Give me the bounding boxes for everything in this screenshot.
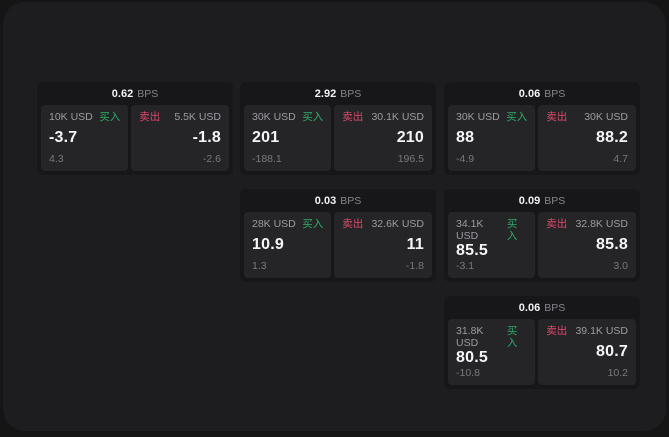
sell-quote-panel[interactable]: 卖出 39.1K USD 80.7 10.2 [538,319,636,385]
buy-sub-value: 1.3 [252,260,267,272]
bps-unit-label: BPS [544,87,566,100]
buy-quote-panel[interactable]: 31.8K USD 买入 80.5 -10.8 [448,319,536,385]
buy-price-value: 80.5 [456,349,488,366]
bps-header: 0.62 BPS [37,82,233,105]
sell-label: 卖出 [139,111,161,123]
buy-quote-panel[interactable]: 10K USD 买入 -3.7 4.3 [41,105,129,171]
bps-header: 0.06 BPS [444,82,640,105]
bps-value: 0.03 [314,194,337,207]
sell-notional-size: 39.1K USD [575,325,628,337]
buy-sub-value: -10.8 [456,367,480,379]
buy-label: 买入 [302,218,324,230]
sell-sub-value: 196.5 [397,153,424,165]
buy-label: 买入 [302,111,324,123]
sell-label: 卖出 [546,111,568,123]
buy-quote-panel[interactable]: 34.1K USD 买入 85.5 -3.1 [448,212,536,278]
sell-quote-panel[interactable]: 卖出 32.8K USD 85.8 3.0 [538,212,636,278]
buy-label: 买入 [506,218,518,242]
bps-unit-label: BPS [137,87,159,100]
sell-quote-panel[interactable]: 卖出 30.1K USD 210 196.5 [334,105,432,171]
sell-sub-value: -1.8 [405,260,424,272]
bps-header: 0.09 BPS [444,189,640,212]
buy-label: 买入 [506,325,518,349]
buy-sub-value: 4.3 [49,153,64,165]
buy-price-value: 88 [456,129,475,146]
quote-card: 0.06 BPS 31.8K USD 买入 80.5 -10.8 卖出 39.1… [444,296,640,389]
quote-card: 0.03 BPS 28K USD 买入 10.9 1.3 卖出 32.6K US… [240,189,436,282]
sell-label: 卖出 [546,218,568,230]
buy-notional-size: 28K USD [252,218,296,230]
buy-notional-size: 10K USD [49,111,93,123]
quote-card: 0.62 BPS 10K USD 买入 -3.7 4.3 卖出 5.5K USD… [37,82,233,175]
bps-value: 0.62 [111,87,134,100]
bps-unit-label: BPS [340,87,362,100]
buy-price-value: 201 [252,129,280,146]
buy-label: 买入 [99,111,121,123]
bps-header: 2.92 BPS [240,82,436,105]
sell-label: 卖出 [342,111,364,123]
quote-card: 0.06 BPS 30K USD 买入 88 -4.9 卖出 30K USD 8… [444,82,640,175]
sell-quote-panel[interactable]: 卖出 32.6K USD 11 -1.8 [334,212,432,278]
bps-value: 0.06 [518,301,541,314]
app-background-panel: 0.62 BPS 10K USD 买入 -3.7 4.3 卖出 5.5K USD… [3,2,666,431]
sell-sub-value: 3.0 [613,260,628,272]
sell-notional-size: 30.1K USD [371,111,424,123]
buy-quote-panel[interactable]: 30K USD 买入 88 -4.9 [448,105,536,171]
sell-price-value: 88.2 [596,129,628,146]
bps-unit-label: BPS [544,301,566,314]
buy-price-value: -3.7 [49,129,78,146]
quote-card: 0.09 BPS 34.1K USD 买入 85.5 -3.1 卖出 32.8K… [444,189,640,282]
bps-value: 2.92 [314,87,337,100]
sell-sub-value: -2.6 [202,153,221,165]
sell-price-value: 85.8 [596,236,628,253]
sell-label: 卖出 [342,218,364,230]
sell-sub-value: 4.7 [613,153,628,165]
sell-label: 卖出 [546,325,568,337]
buy-notional-size: 30K USD [456,111,500,123]
sell-notional-size: 32.6K USD [371,218,424,230]
sell-sub-value: 10.2 [607,367,628,379]
bps-unit-label: BPS [340,194,362,207]
buy-quote-panel[interactable]: 28K USD 买入 10.9 1.3 [244,212,332,278]
bps-unit-label: BPS [544,194,566,207]
sell-price-value: -1.8 [192,129,221,146]
sell-quote-panel[interactable]: 卖出 30K USD 88.2 4.7 [538,105,636,171]
bps-value: 0.06 [518,87,541,100]
buy-sub-value: -3.1 [456,260,475,272]
sell-price-value: 11 [406,236,424,253]
buy-notional-size: 30K USD [252,111,296,123]
sell-notional-size: 32.8K USD [575,218,628,230]
buy-price-value: 10.9 [252,236,284,253]
buy-notional-size: 31.8K USD [456,325,484,349]
bps-value: 0.09 [518,194,541,207]
bps-header: 0.06 BPS [444,296,640,319]
bps-header: 0.03 BPS [240,189,436,212]
buy-label: 买入 [506,111,528,123]
buy-price-value: 85.5 [456,242,488,259]
sell-notional-size: 30K USD [584,111,628,123]
sell-quote-panel[interactable]: 卖出 5.5K USD -1.8 -2.6 [131,105,229,171]
buy-notional-size: 34.1K USD [456,218,484,242]
buy-quote-panel[interactable]: 30K USD 买入 201 -188.1 [244,105,332,171]
quote-card: 2.92 BPS 30K USD 买入 201 -188.1 卖出 30.1K … [240,82,436,175]
sell-price-value: 210 [396,129,424,146]
buy-sub-value: -4.9 [456,153,475,165]
sell-notional-size: 5.5K USD [174,111,221,123]
sell-price-value: 80.7 [596,343,628,360]
buy-sub-value: -188.1 [252,153,282,165]
